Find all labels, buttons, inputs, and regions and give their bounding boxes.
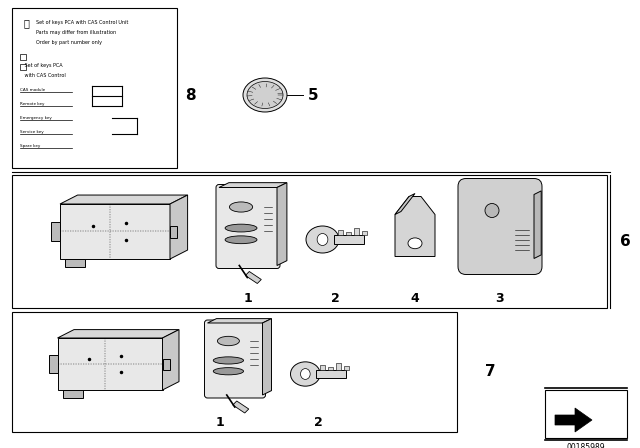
Text: ⛄: ⛄ [24,18,30,28]
Polygon shape [65,259,85,267]
Text: 2: 2 [331,292,339,305]
Text: 1: 1 [244,292,252,305]
Ellipse shape [225,236,257,244]
Polygon shape [233,401,249,413]
FancyBboxPatch shape [458,178,542,275]
Polygon shape [316,370,346,378]
Bar [545,390,627,438]
Polygon shape [534,191,541,258]
FancyBboxPatch shape [216,185,280,268]
Text: Emergency key: Emergency key [20,116,52,120]
Polygon shape [60,204,170,259]
Text: 7: 7 [484,365,495,379]
Polygon shape [344,366,349,370]
Polygon shape [170,226,177,238]
Text: Order by part number only: Order by part number only [36,40,102,45]
Polygon shape [63,390,83,398]
Ellipse shape [218,336,239,346]
Text: Remote key: Remote key [20,102,45,106]
Text: 6: 6 [620,234,630,249]
Polygon shape [354,228,359,235]
Ellipse shape [243,78,287,112]
Ellipse shape [225,224,257,232]
Text: 8: 8 [185,87,195,103]
Polygon shape [320,365,324,370]
Text: 00185989: 00185989 [566,443,605,448]
Polygon shape [395,197,435,257]
Ellipse shape [485,203,499,217]
Polygon shape [395,194,415,215]
Polygon shape [245,271,261,284]
Polygon shape [555,408,592,432]
Polygon shape [58,330,179,338]
Polygon shape [328,367,333,370]
Ellipse shape [247,82,283,108]
Polygon shape [49,355,58,373]
Polygon shape [219,183,287,188]
Polygon shape [170,195,188,259]
Bar [12,312,457,432]
Polygon shape [338,230,343,235]
Text: 1: 1 [216,415,225,428]
FancyBboxPatch shape [205,320,266,398]
Text: Service key: Service key [20,130,44,134]
Ellipse shape [230,202,253,212]
Ellipse shape [306,226,339,253]
Ellipse shape [408,238,422,249]
Text: with CAS Control: with CAS Control [20,73,66,78]
Text: Spare key: Spare key [20,144,40,148]
Bar [12,175,607,308]
Text: Set of keys PCA with CAS Control Unit: Set of keys PCA with CAS Control Unit [36,20,129,25]
Polygon shape [336,363,340,370]
Text: 2: 2 [314,415,323,428]
Bar [20,54,26,60]
Polygon shape [262,319,271,395]
Ellipse shape [213,368,244,375]
Polygon shape [362,231,367,235]
Polygon shape [207,319,271,323]
Polygon shape [163,330,179,390]
Ellipse shape [301,369,310,379]
Text: 4: 4 [411,292,419,305]
Ellipse shape [317,233,328,246]
Bar [12,8,177,168]
Text: Set of keys PCA: Set of keys PCA [20,63,63,68]
Polygon shape [58,338,163,390]
Text: 5: 5 [308,87,319,103]
Polygon shape [163,359,170,370]
Polygon shape [334,235,364,244]
Text: Parts may differ from illustration: Parts may differ from illustration [36,30,116,35]
Ellipse shape [213,357,244,364]
Text: 3: 3 [496,292,504,305]
Polygon shape [277,183,287,266]
Ellipse shape [291,362,320,386]
Bar [20,64,26,70]
Polygon shape [60,195,188,204]
Polygon shape [51,222,60,241]
Text: CAS module: CAS module [20,88,45,92]
Polygon shape [346,232,351,235]
